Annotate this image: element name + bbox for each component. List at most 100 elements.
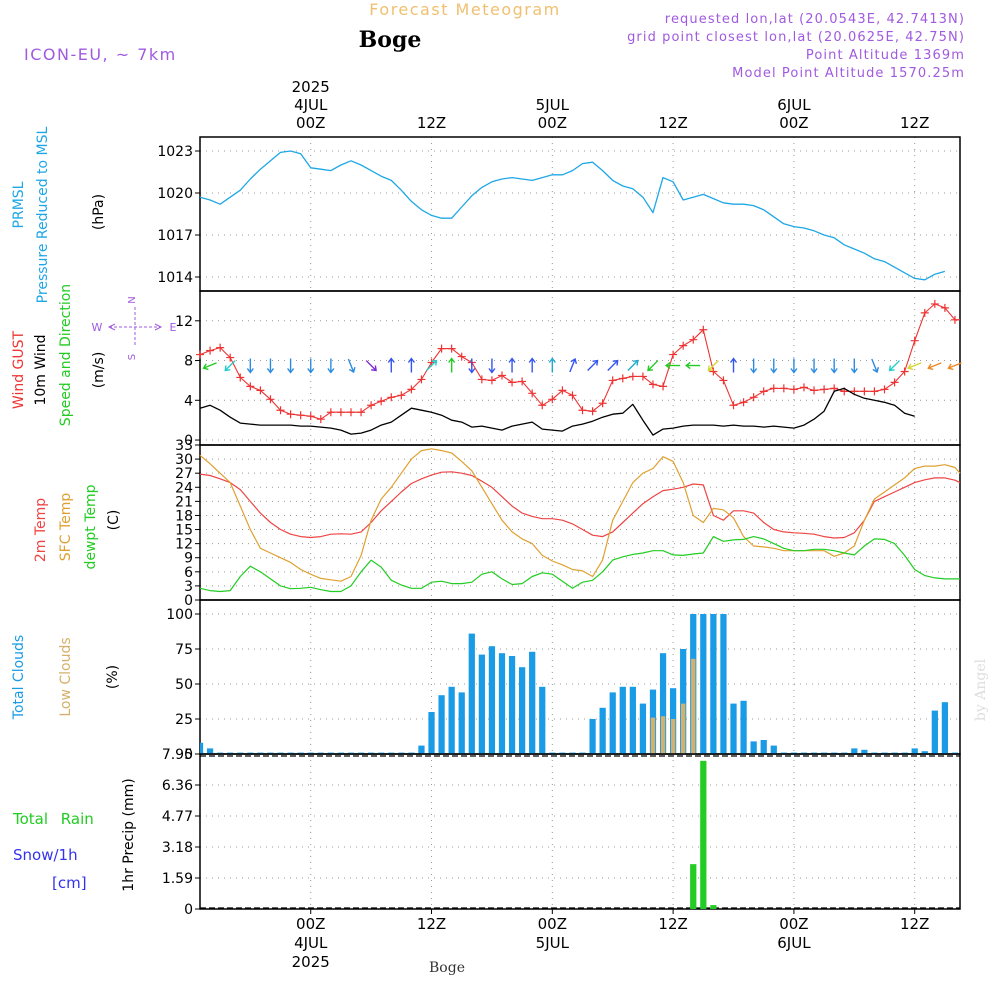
wind-arrow-shaft <box>907 362 922 369</box>
wind-arrow <box>685 361 701 370</box>
point-altitude: Point Altitude 1369m <box>806 48 965 63</box>
total-cloud-bar <box>529 651 536 754</box>
y-tick-label: 100 <box>166 607 193 623</box>
dewpt-line <box>199 535 960 593</box>
precip-panel: 0 1.59 3.18 4.77 6.36 7.95 <box>162 747 961 918</box>
gust-marker <box>256 386 265 395</box>
y-tick-label: 33 <box>175 438 193 454</box>
bottom-date-label: 5JUL <box>536 934 570 952</box>
gust-marker <box>457 352 466 361</box>
wind-arrow-head <box>707 365 714 372</box>
wind-arrow <box>307 358 315 374</box>
low-cloud-bar <box>691 658 696 754</box>
wind-arrow <box>647 360 659 372</box>
total-cloud-bar <box>710 614 717 754</box>
wind-speed-dir-title: Speed and Direction <box>58 284 74 426</box>
total-cloud-bar <box>206 748 214 754</box>
low-cloud-bar <box>660 716 666 754</box>
clouds-unit: (%) <box>105 665 121 689</box>
y-tick-label: 9 <box>184 551 193 567</box>
wind-arrow <box>347 358 356 374</box>
y-tick-label: 1017 <box>157 228 193 244</box>
gust-marker <box>598 399 607 408</box>
footer-location: Boge <box>429 960 465 976</box>
gust-marker <box>236 373 245 382</box>
wind-arrow-head <box>632 359 639 366</box>
model-label: ICON-EU, ~ 7km <box>24 45 177 64</box>
compass-e: E <box>170 321 177 334</box>
y-tick-label: 1.59 <box>162 871 193 887</box>
gust-marker <box>739 398 748 407</box>
wind-arrow-head <box>508 357 516 363</box>
top-date-label: 4JUL <box>294 96 328 114</box>
gust-marker <box>528 389 537 398</box>
gust-marker <box>226 353 235 362</box>
y-tick-label: 1014 <box>157 270 193 286</box>
gust-marker <box>779 384 788 393</box>
top-time-tick-label: 12Z <box>417 114 446 132</box>
bottom-year-label: 2025 <box>292 953 330 971</box>
gust-marker <box>196 350 204 359</box>
wind-arrow <box>790 358 798 374</box>
gust-marker <box>387 393 396 402</box>
watermark: by Angel <box>973 658 989 721</box>
gust-marker <box>558 386 567 395</box>
wind-arrow-head <box>307 368 315 374</box>
total-cloud-bar <box>659 653 667 754</box>
wind-arrow-head <box>348 366 356 374</box>
wind-arrow <box>426 359 438 371</box>
panel-frame <box>199 599 961 755</box>
wind-arrow <box>627 359 639 371</box>
gust-marker <box>950 315 959 324</box>
wind-arrow-head <box>548 357 556 363</box>
gust-marker <box>346 408 355 417</box>
wind-arrow-shaft <box>707 360 719 371</box>
forecast-meteogram-title: Forecast Meteogram <box>369 0 560 19</box>
wind-arrow <box>707 360 719 372</box>
wind-gust-title: Wind GUST <box>11 330 27 409</box>
wind-10m-title: 10m Wind <box>33 334 49 405</box>
gust-marker <box>880 385 889 394</box>
wind-arrow-head <box>488 368 496 374</box>
y-tick-label: 3 <box>184 579 193 595</box>
pressure-panel: 1014 1017 1020 1023 <box>157 136 961 292</box>
gust-marker <box>437 344 446 353</box>
total-cloud-bar <box>539 686 546 754</box>
wind-arrow-head <box>246 368 254 374</box>
total-cloud-bar <box>488 646 496 754</box>
wind-arrow <box>871 358 880 374</box>
total-cloud-bar <box>619 686 626 754</box>
total-cloud-bar <box>200 742 204 754</box>
gust-marker <box>588 407 597 416</box>
total-cloud-bar <box>518 667 526 754</box>
clouds-panel: 0 25 50 75 100 <box>166 599 961 763</box>
panel-frame <box>199 290 961 446</box>
wind-arrow <box>224 360 236 372</box>
wind-arrow <box>365 360 377 372</box>
total-rain-title: Total Rain <box>12 810 94 828</box>
total-cloud-bar <box>448 686 455 754</box>
total-cloud-bar <box>861 749 868 754</box>
gust-marker <box>638 372 647 381</box>
total-cloud-bar <box>589 719 596 754</box>
gust-marker <box>709 367 718 376</box>
gust-marker <box>810 386 819 395</box>
y-tick-label: 0 <box>184 747 193 763</box>
total-cloud-bar <box>770 745 777 754</box>
y-tick-label: 0 <box>184 593 193 609</box>
rain-bar <box>710 905 717 909</box>
y-tick-label: 25 <box>175 712 193 728</box>
wind-arrow-head <box>770 368 778 374</box>
location-title: Boge <box>359 27 422 53</box>
y-tick-label: 4.77 <box>162 809 193 825</box>
gust-marker <box>397 391 406 400</box>
wind-arrow <box>266 358 275 374</box>
wind-arrow <box>850 358 858 374</box>
gust-marker <box>216 343 225 352</box>
total-cloud-bar <box>599 707 606 754</box>
wind-arrow-head <box>872 366 880 374</box>
wind-arrow-head <box>371 365 377 372</box>
gust-marker <box>417 375 426 384</box>
